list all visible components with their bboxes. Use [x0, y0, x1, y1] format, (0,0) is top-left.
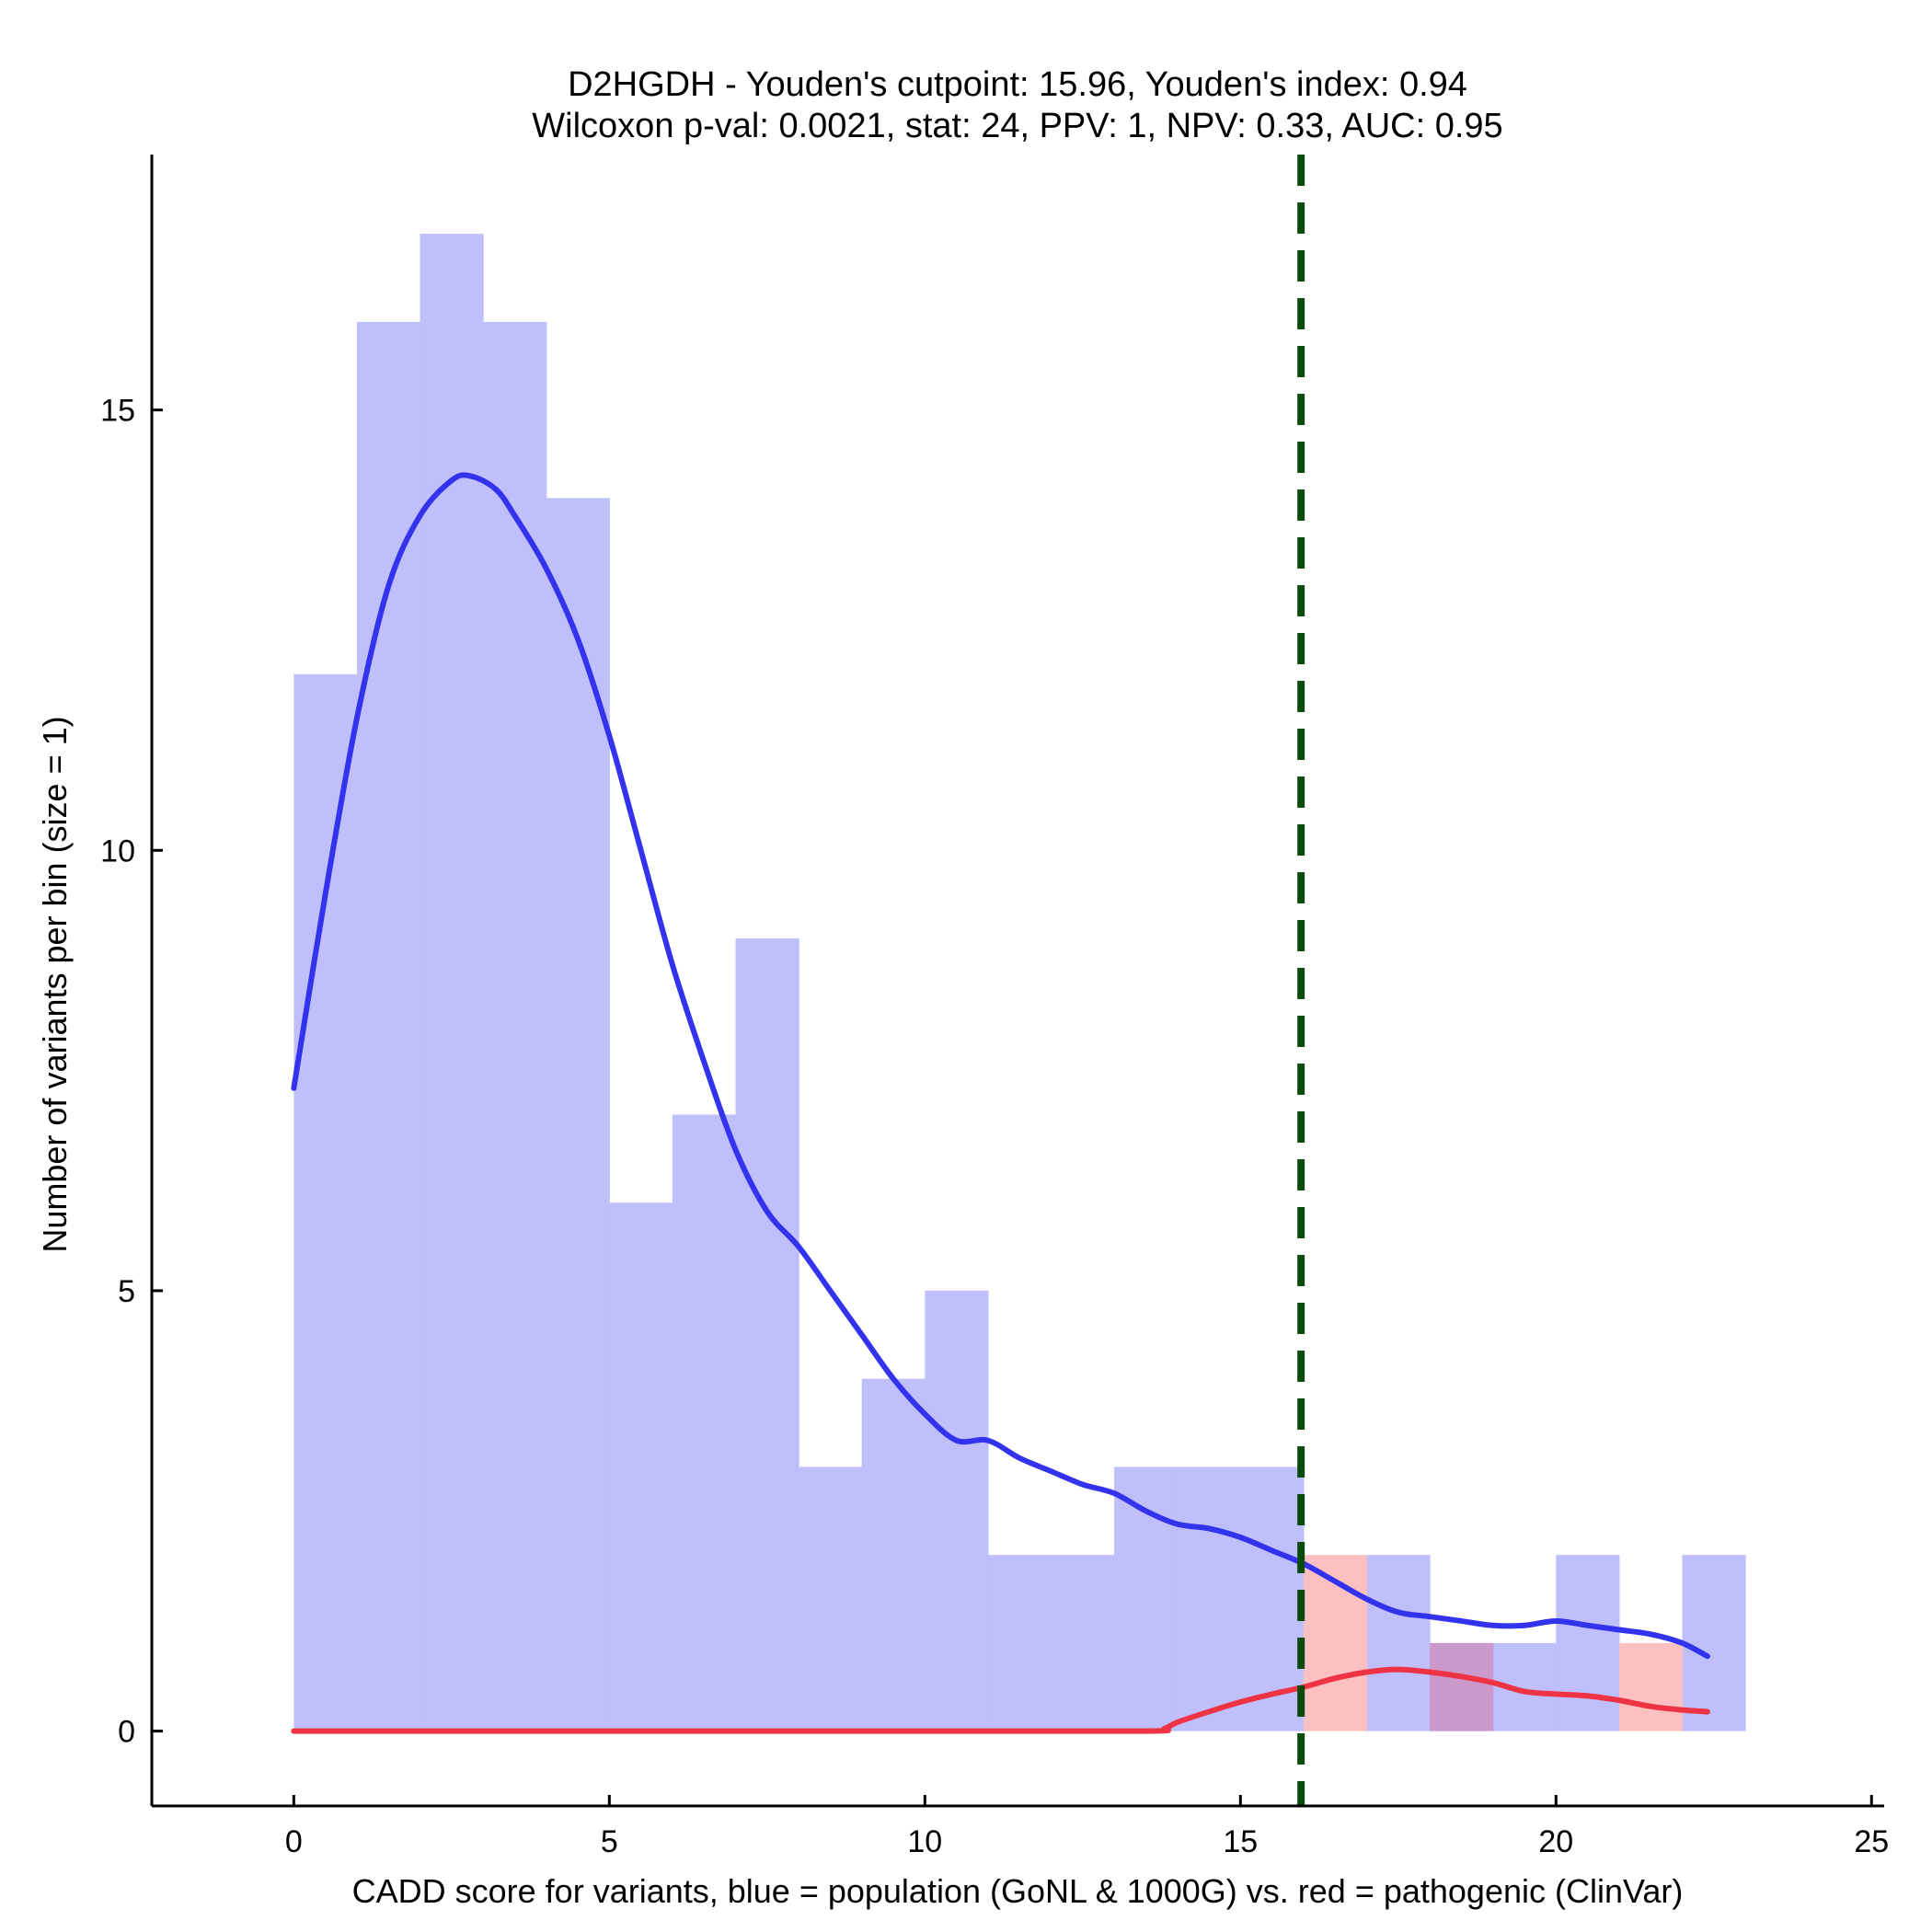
population-bar — [987, 1555, 1052, 1731]
population-bar — [1682, 1555, 1746, 1731]
population-bar — [609, 1202, 673, 1731]
x-axis-ticks: 0 5 10 15 20 25 — [285, 1795, 1889, 1859]
x-axis-label: CADD score for variants, blue = populati… — [352, 1872, 1684, 1910]
population-bar — [1114, 1466, 1179, 1731]
x-tick-label: 0 — [285, 1824, 303, 1859]
y-tick-label: 5 — [118, 1274, 135, 1309]
x-tick-label: 20 — [1538, 1824, 1573, 1859]
population-bar — [546, 498, 610, 1731]
x-tick-label: 25 — [1854, 1824, 1889, 1859]
pathogenic-density-line — [291, 1666, 1710, 1734]
population-bar — [799, 1466, 863, 1731]
population-bar — [293, 673, 358, 1731]
y-tick-label: 10 — [100, 834, 135, 868]
chart-title-line2: Wilcoxon p-val: 0.0021, stat: 24, PPV: 1… — [532, 107, 1502, 145]
x-tick-label: 10 — [907, 1824, 942, 1859]
population-bar — [1051, 1555, 1115, 1731]
population-bar — [1556, 1555, 1620, 1731]
population-bar — [1177, 1466, 1241, 1731]
population-bar — [925, 1290, 989, 1731]
chart-title-line1: D2HGDH - Youden's cutpoint: 15.96, Youde… — [568, 65, 1467, 104]
overlap-bars — [1430, 1642, 1494, 1731]
y-axis-ticks: 0 5 10 15 — [100, 394, 163, 1750]
population-density-line — [291, 472, 1710, 1660]
x-tick-label: 5 — [601, 1824, 618, 1859]
population-bar — [735, 938, 799, 1731]
population-bar — [861, 1378, 926, 1731]
population-bar — [356, 321, 421, 1731]
population-bar — [420, 234, 484, 1731]
y-axis-label: Number of variants per bin (size = 1) — [36, 716, 74, 1252]
pathogenic-bar — [1618, 1642, 1684, 1731]
y-tick-label: 0 — [118, 1715, 135, 1750]
x-tick-label: 15 — [1223, 1824, 1258, 1859]
pathogenic-bars — [1303, 1555, 1684, 1731]
y-tick-label: 15 — [100, 394, 135, 429]
population-bar — [1366, 1555, 1431, 1731]
overlap-bar — [1430, 1642, 1494, 1731]
population-bar — [483, 321, 547, 1731]
population-bar — [672, 1114, 737, 1731]
